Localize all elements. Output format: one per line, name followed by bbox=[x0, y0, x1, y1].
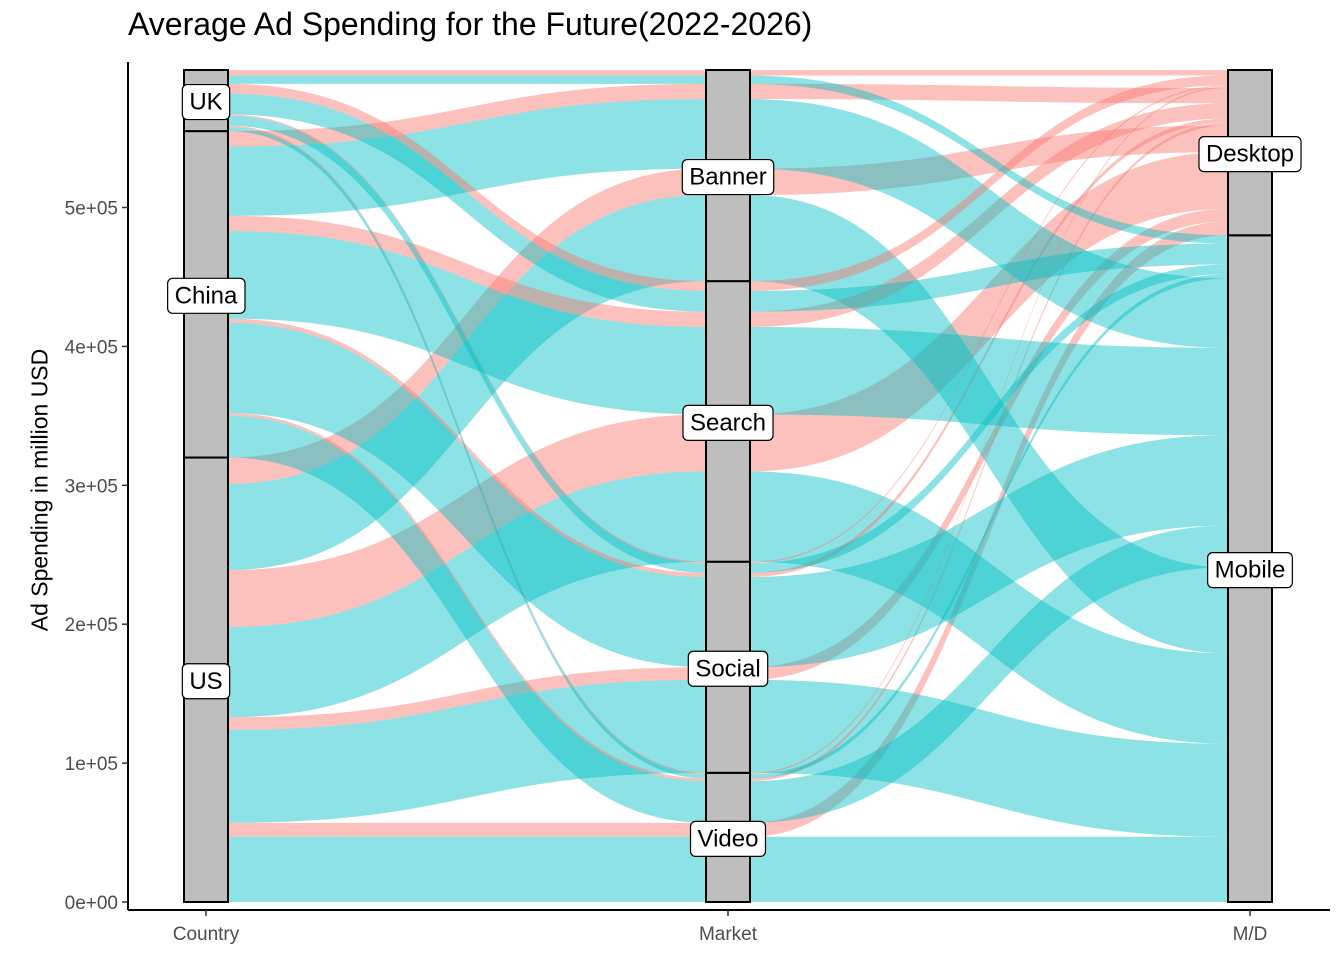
flow-uk-banner-mobile-right bbox=[750, 75, 1228, 244]
y-tick-label: 0e+00 bbox=[65, 893, 118, 914]
flow-china-video-desktop-left bbox=[228, 413, 706, 782]
flow-china-social-mobile-right bbox=[750, 435, 1228, 668]
flow-uk-social-mobile-right bbox=[750, 264, 1228, 573]
flow-china-search-desktop-right bbox=[750, 103, 1228, 327]
stratum-label-video: Video bbox=[689, 820, 767, 858]
flow-uk-video-mobile-right bbox=[750, 274, 1228, 779]
labels-layer: US China UK Video Social Search Banner Mobile De… bbox=[167, 83, 1302, 858]
svg-text:UK: UK bbox=[189, 89, 222, 116]
flow-china-search-mobile-left bbox=[228, 231, 706, 415]
chart-title: Average Ad Spending for the Future(2022-… bbox=[128, 6, 813, 42]
flow-us-social-mobile-left bbox=[228, 679, 706, 823]
flow-us-social-desktop-right bbox=[750, 208, 1228, 680]
y-tick-label: 3e+05 bbox=[65, 476, 118, 497]
flow-uk-social-desktop-left bbox=[228, 114, 706, 564]
flow-uk-banner-desktop-left bbox=[228, 70, 706, 76]
flow-us-banner-mobile-right bbox=[750, 195, 1228, 654]
flow-china-video-desktop-right bbox=[750, 122, 1228, 782]
flow-uk-search-desktop-left bbox=[228, 83, 706, 291]
svg-text:China: China bbox=[175, 282, 238, 309]
flow-us-search-desktop-left bbox=[228, 414, 706, 627]
flow-us-video-mobile-left bbox=[228, 836, 706, 902]
flow-us-social-desktop-left bbox=[228, 667, 706, 730]
stratum-label-social: Social bbox=[687, 650, 769, 687]
y-tick-label: 2e+05 bbox=[65, 615, 118, 636]
svg-text:Banner: Banner bbox=[689, 164, 766, 191]
flow-uk-video-desktop-right bbox=[750, 86, 1228, 775]
x-tick-label: Market bbox=[699, 924, 758, 945]
flow-us-banner-desktop-right bbox=[750, 125, 1228, 196]
flow-uk-search-mobile-left bbox=[228, 93, 706, 312]
flow-china-social-mobile-left bbox=[228, 322, 706, 668]
flow-china-video-mobile-right bbox=[750, 525, 1228, 823]
stratum-label-banner: Banner bbox=[681, 158, 775, 196]
x-tick-label: Country bbox=[173, 924, 240, 945]
flow-uk-social-desktop-right bbox=[750, 85, 1228, 564]
flow-us-banner-desktop-left bbox=[228, 168, 706, 484]
flow-uk-search-desktop-right bbox=[750, 75, 1228, 291]
flow-uk-video-mobile-left bbox=[228, 126, 706, 779]
flow-us-search-desktop-right bbox=[750, 151, 1228, 472]
svg-text:Search: Search bbox=[690, 409, 766, 436]
flow-uk-banner-desktop-right bbox=[750, 70, 1228, 76]
flow-uk-social-mobile-left bbox=[228, 115, 706, 573]
svg-text:Desktop: Desktop bbox=[1206, 141, 1294, 168]
stratum-label-search: Search bbox=[682, 404, 774, 442]
flow-us-video-desktop-left bbox=[228, 822, 706, 837]
stratum-label-china: China bbox=[167, 277, 246, 314]
y-tick-label: 4e+05 bbox=[65, 337, 118, 358]
axes-layer: 0e+00 1e+05 2e+05 3e+05 4e+05 5e+05 Country Mar… bbox=[65, 62, 1330, 945]
flow-us-video-desktop-right bbox=[750, 221, 1228, 837]
flow-china-banner-mobile-left bbox=[228, 99, 706, 216]
y-tick-label: 5e+05 bbox=[65, 199, 118, 220]
flow-china-search-desktop-left bbox=[228, 215, 706, 327]
flow-china-social-desktop-right bbox=[750, 118, 1228, 577]
flow-uk-video-desktop-left bbox=[228, 125, 706, 775]
flow-china-banner-mobile-right bbox=[750, 99, 1228, 348]
flow-china-social-desktop-left bbox=[228, 318, 706, 577]
flow-us-search-mobile-left bbox=[228, 471, 706, 718]
flow-uk-search-mobile-right bbox=[750, 243, 1228, 312]
flow-china-banner-desktop-left bbox=[228, 83, 706, 147]
flow-uk-banner-mobile-left bbox=[228, 75, 706, 84]
flow-china-banner-desktop-right bbox=[750, 83, 1228, 104]
y-tick-label: 1e+05 bbox=[65, 754, 118, 775]
stratum-label-uk: UK bbox=[181, 83, 231, 121]
flow-china-search-mobile-right bbox=[750, 326, 1228, 436]
flow-china-video-mobile-left bbox=[228, 415, 706, 823]
svg-text:Video: Video bbox=[698, 825, 759, 852]
flow-us-banner-mobile-left bbox=[228, 195, 706, 571]
stratum-label-us: US bbox=[181, 663, 231, 700]
flow-us-search-mobile-right bbox=[750, 471, 1228, 744]
flows-layer bbox=[228, 70, 1228, 902]
stratum-label-desktop: Desktop bbox=[1198, 136, 1302, 173]
flow-us-social-mobile-right bbox=[750, 679, 1228, 837]
stratum-label-mobile: Mobile bbox=[1207, 552, 1293, 589]
svg-text:Mobile: Mobile bbox=[1215, 557, 1286, 584]
svg-text:US: US bbox=[189, 668, 222, 695]
x-tick-label: M/D bbox=[1233, 924, 1268, 945]
svg-text:Social: Social bbox=[695, 655, 760, 682]
flow-us-video-mobile-right bbox=[750, 836, 1228, 902]
